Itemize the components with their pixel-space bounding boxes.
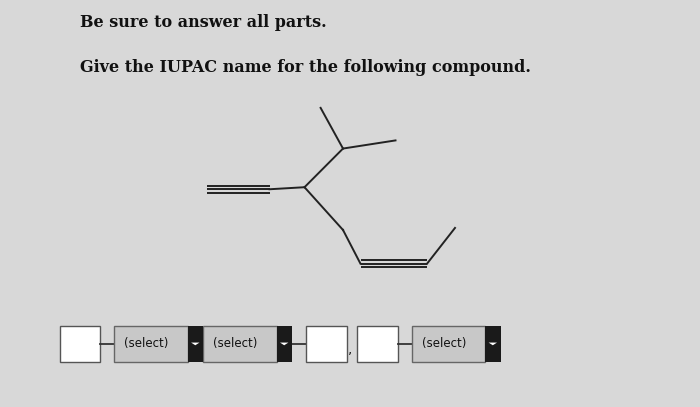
- FancyBboxPatch shape: [60, 326, 100, 362]
- Polygon shape: [280, 343, 288, 345]
- Text: (select): (select): [125, 337, 169, 350]
- FancyBboxPatch shape: [188, 326, 203, 362]
- Polygon shape: [191, 343, 200, 345]
- FancyBboxPatch shape: [306, 326, 346, 362]
- Text: ,: ,: [348, 341, 352, 356]
- FancyBboxPatch shape: [203, 326, 276, 362]
- Text: (select): (select): [422, 337, 466, 350]
- FancyBboxPatch shape: [485, 326, 500, 362]
- FancyBboxPatch shape: [114, 326, 188, 362]
- FancyBboxPatch shape: [357, 326, 398, 362]
- Polygon shape: [489, 343, 497, 345]
- Text: Be sure to answer all parts.: Be sure to answer all parts.: [80, 14, 327, 31]
- Text: (select): (select): [214, 337, 258, 350]
- Text: Give the IUPAC name for the following compound.: Give the IUPAC name for the following co…: [80, 59, 531, 76]
- FancyBboxPatch shape: [276, 326, 292, 362]
- FancyBboxPatch shape: [412, 326, 485, 362]
